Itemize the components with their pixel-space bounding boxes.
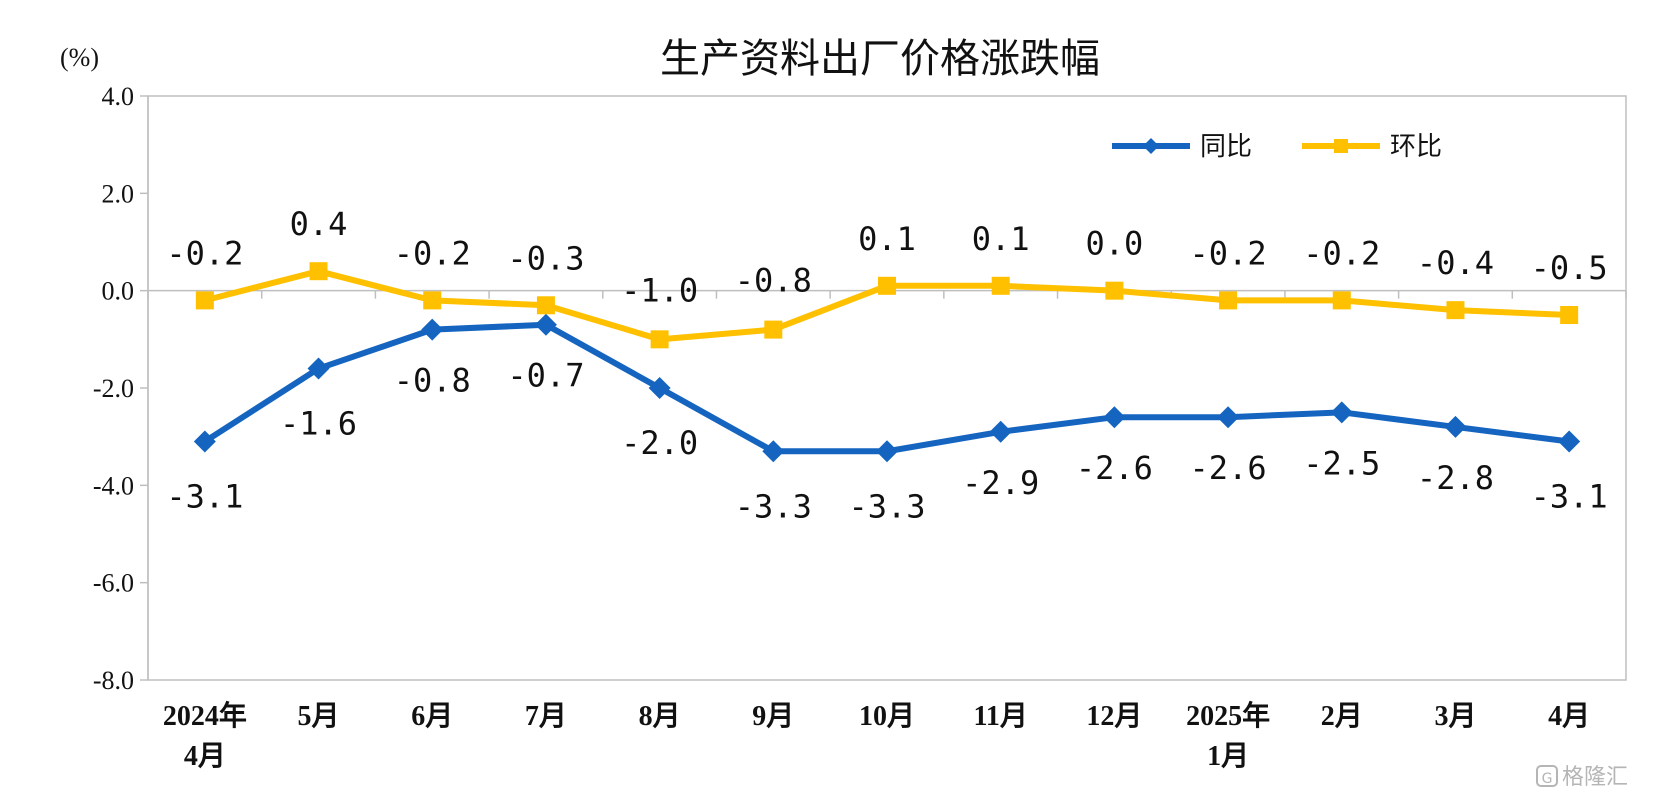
data-point-marker [764, 320, 783, 339]
x-tick-label: 7月 [525, 701, 567, 732]
yoy-data-label: -3.3 [735, 487, 812, 525]
data-point-marker [1446, 301, 1465, 320]
data-point-marker [534, 313, 557, 336]
data-point-marker [991, 276, 1010, 295]
yoy-data-label: -2.8 [1417, 459, 1494, 497]
x-tick-label: 9月 [752, 701, 794, 732]
yoy-data-label: -3.3 [848, 487, 925, 525]
legend-item-yoy: 同比 [1112, 132, 1252, 162]
y-tick-label: 4.0 [102, 82, 135, 111]
data-point-marker [1219, 291, 1238, 310]
plot-area [147, 95, 1627, 681]
watermark: G 格隆汇 [1536, 765, 1628, 790]
data-point-marker [1558, 430, 1581, 453]
yoy-data-label: -0.7 [507, 357, 584, 395]
data-point-marker [1217, 406, 1240, 429]
x-tick-label: 6月 [411, 701, 453, 732]
yoy-data-label: -3.1 [166, 478, 243, 516]
data-point-marker [989, 420, 1012, 443]
chart-title: 生产资料出厂价格涨跌幅 [660, 36, 1100, 82]
series-yoy [193, 313, 1581, 463]
data-point-marker [1332, 291, 1351, 310]
yoy-data-label: -2.0 [621, 424, 698, 462]
legend-item-mom: 环比 [1302, 132, 1442, 162]
y-tick-label: 2.0 [102, 179, 135, 208]
x-tick-label: 4月 [1548, 701, 1590, 732]
x-tick-label: 2月 [1321, 701, 1363, 732]
x-tick-label: 2024年 4月 [163, 699, 247, 772]
x-tick-label: 12月 [1086, 701, 1142, 732]
legend: 同比 环比 [1112, 132, 1442, 162]
y-tick-label: -4.0 [93, 471, 134, 500]
yoy-data-label: -2.6 [1190, 449, 1267, 487]
yoy-data-label: -0.8 [394, 362, 471, 400]
y-tick-label: 0.0 [102, 277, 135, 306]
data-point-marker [536, 296, 555, 315]
x-tick-label: 5月 [298, 701, 340, 732]
mom-data-label: -0.4 [1417, 244, 1494, 282]
yoy-data-label: -1.6 [280, 405, 357, 443]
y-tick-label: -8.0 [93, 666, 134, 695]
data-point-marker [423, 291, 442, 310]
mom-data-label: -0.3 [507, 239, 584, 277]
legend-marker [1143, 138, 1159, 154]
x-tick-label: 2025年 1月 [1186, 699, 1270, 772]
data-point-marker [762, 440, 785, 463]
data-point-marker [1105, 281, 1124, 300]
y-axis-unit-label: (%) [60, 43, 99, 72]
mom-data-label: 0.1 [858, 220, 916, 258]
mom-data-label: -0.2 [394, 234, 471, 272]
mom-data-label: 0.4 [290, 205, 348, 243]
series-layer [193, 262, 1581, 463]
data-point-marker [648, 377, 671, 399]
x-tick-label: 10月 [859, 701, 915, 732]
data-point-marker [421, 318, 444, 341]
x-tick-label: 8月 [639, 701, 681, 732]
mom-data-label: -0.5 [1531, 249, 1608, 287]
svg-text:G: G [1542, 771, 1553, 787]
data-point-marker [307, 357, 330, 380]
yoy-data-label: -2.9 [962, 464, 1039, 502]
data-point-marker [1330, 401, 1353, 424]
x-axis: 2024年 4月 5月 6月 7月 8月 9月 10月 11月 12月 2025年 1月 2月 3月 4月 [147, 289, 1627, 772]
data-point-marker [1444, 415, 1467, 438]
legend-marker [1334, 139, 1348, 153]
brand-logo-icon: G [1536, 765, 1558, 787]
yoy-data-label: -2.6 [1076, 449, 1153, 487]
mom-data-label: -0.8 [735, 262, 812, 300]
mom-data-label: 0.0 [1085, 225, 1143, 263]
x-tick-label: 11月 [973, 701, 1027, 732]
mom-data-label: 0.1 [972, 220, 1030, 258]
data-point-marker [195, 291, 214, 310]
data-point-marker [1103, 406, 1126, 429]
y-tick-label: -6.0 [93, 569, 134, 598]
data-point-marker [876, 440, 898, 463]
mom-data-label: -0.2 [166, 234, 243, 272]
y-axis: 4.0 2.0 0.0 -2.0 -4.0 -6.0 -8.0 [93, 82, 149, 695]
data-point-marker [878, 276, 896, 295]
x-tick-label: 3月 [1434, 701, 1476, 732]
data-point-marker [1560, 306, 1579, 324]
data-labels: -3.1 -1.6 -0.8 -0.7 -2.0 -3.3 -3.3 -2.9 -2.6 -2.6… [166, 205, 1607, 525]
watermark-text: 格隆汇 [1562, 765, 1628, 790]
legend-label: 同比 [1200, 132, 1252, 162]
data-point-marker [650, 330, 669, 349]
data-point-marker [309, 262, 328, 281]
legend-label: 环比 [1390, 132, 1442, 162]
yoy-data-label: -2.5 [1303, 444, 1380, 482]
mom-data-label: -1.0 [621, 271, 698, 309]
yoy-data-label: -3.1 [1531, 478, 1608, 516]
series-mom [195, 262, 1579, 349]
mom-data-label: -0.2 [1190, 234, 1267, 272]
y-tick-label: -2.0 [93, 374, 134, 403]
mom-data-label: -0.2 [1303, 234, 1380, 272]
data-point-marker [193, 430, 216, 453]
